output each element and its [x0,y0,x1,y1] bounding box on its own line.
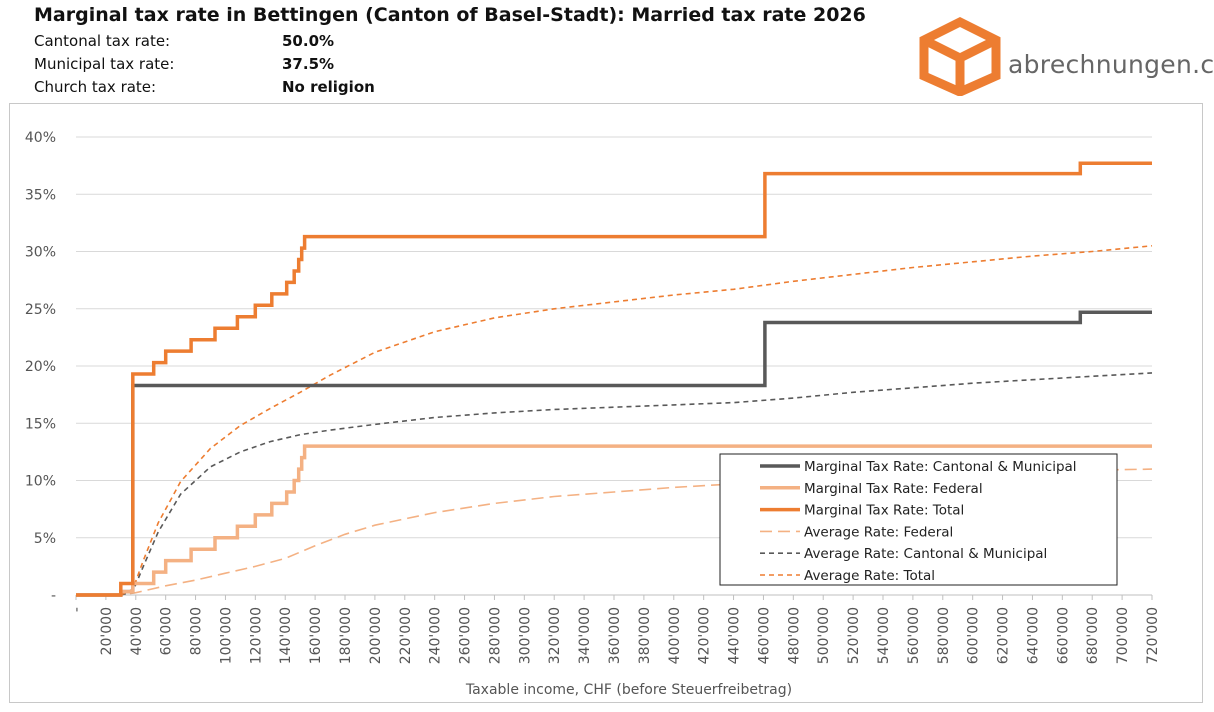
x-tick-label: 600'000 [966,607,982,664]
x-tick-label: 700'000 [1115,607,1131,664]
y-tick-label: 40% [25,130,56,146]
x-tick-label: 680'000 [1085,607,1101,664]
x-tick-label: 580'000 [936,607,952,664]
x-tick-label: 180'000 [338,607,354,664]
y-tick-label: 20% [25,359,56,375]
x-tick-label: 340'000 [577,607,593,664]
chart-legend [719,453,1118,586]
x-tick-label: 200'000 [368,607,384,664]
x-axis-label: Taxable income, CHF (before Steuerfreibe… [465,682,792,698]
x-tick-label: 300'000 [517,607,533,664]
series-line-2 [76,161,1152,597]
y-tick-label: 25% [25,302,56,318]
legend-entry: Average Rate: Federal [804,524,953,540]
page-title: Marginal tax rate in Bettingen (Canton o… [34,4,866,26]
x-tick-label: 120'000 [248,607,264,664]
info-value: 50.0% [282,32,335,50]
x-tick-label: 60'000 [159,607,175,655]
x-tick-label: 220'000 [398,607,414,664]
legend-entry: Marginal Tax Rate: Federal [804,481,983,497]
x-tick-label: 80'000 [189,607,205,655]
x-tick-label: 240'000 [428,607,444,664]
x-tick-label: 620'000 [996,607,1012,664]
series-line-5 [76,245,1153,596]
chart-frame [9,103,1203,703]
x-tick-label: 260'000 [458,607,474,664]
y-tick-label: 10% [25,474,56,490]
legend-entry: Average Rate: Total [804,568,935,584]
y-tick-label: 30% [25,245,56,261]
x-tick-label: 640'000 [1025,607,1041,664]
x-tick-label: 380'000 [637,607,653,664]
y-tick-label: 15% [25,416,56,432]
series-line-3 [76,468,1153,596]
y-tick-label: 35% [25,187,56,203]
y-tick-label: - [51,588,56,604]
x-tick-label: 460'000 [756,607,772,664]
series-line-1 [76,444,1152,597]
x-tick-label: 280'000 [487,607,503,664]
x-tick-label: 100'000 [218,607,234,664]
x-tick-label: 720'000 [1145,607,1161,664]
info-value: 37.5% [282,55,335,73]
x-tick-label: 520'000 [846,607,862,664]
x-tick-label: 20'000 [99,607,115,655]
info-label: Church tax rate: [34,78,157,96]
info-label: Cantonal tax rate: [34,32,171,50]
x-tick-label: 540'000 [876,607,892,664]
x-tick-label: 140'000 [278,607,294,664]
legend-entry: Marginal Tax Rate: Cantonal & Municipal [804,459,1077,475]
x-tick-label: 560'000 [906,607,922,664]
x-tick-label: 40'000 [129,607,145,655]
brand-name: abrechnungen.ch [1008,50,1214,79]
x-tick-label: 420'000 [697,607,713,664]
x-tick-label: 440'000 [727,607,743,664]
x-tick-label: 660'000 [1055,607,1071,664]
legend-entry: Average Rate: Cantonal & Municipal [804,546,1047,562]
x-tick-label: 320'000 [547,607,563,664]
info-label: Municipal tax rate: [34,55,175,73]
x-tick-label: 160'000 [308,607,324,664]
info-value: No religion [282,78,375,96]
x-tick-label: 360'000 [607,607,623,664]
x-tick-label: 500'000 [816,607,832,664]
legend-entry: Marginal Tax Rate: Total [804,503,964,519]
x-tick-label: 400'000 [667,607,683,664]
y-tick-label: 5% [34,531,56,547]
orange-cube-icon [919,16,1001,96]
x-tick-label: 480'000 [786,607,802,664]
x-tick-label: - [69,607,85,612]
